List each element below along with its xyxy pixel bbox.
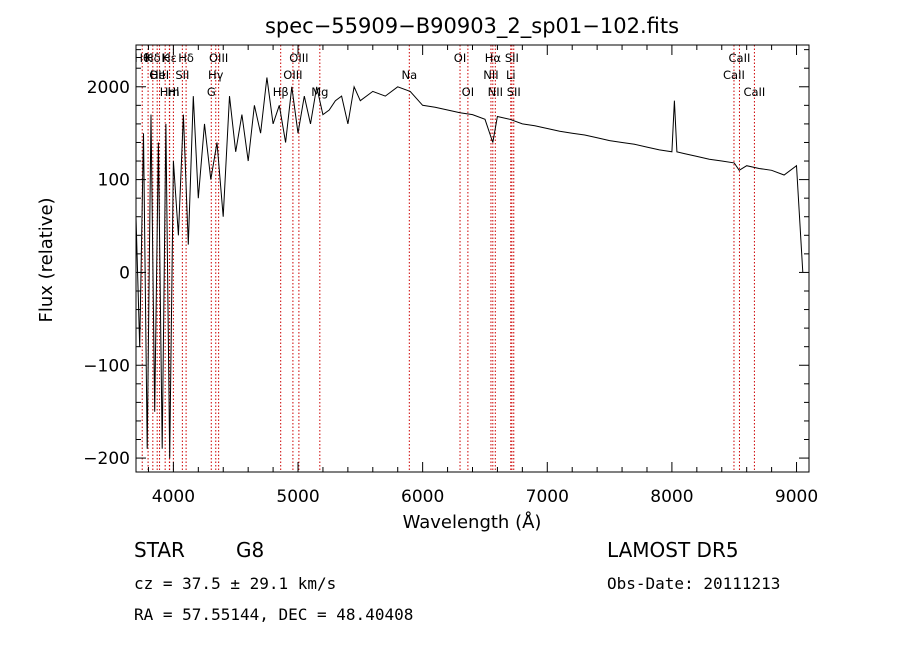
- spectral-line-label: OI: [454, 51, 466, 65]
- x-tick-label: 6000: [401, 487, 444, 507]
- spectral-line-label: Hl: [167, 85, 179, 99]
- spectral-line-label: K: [144, 51, 152, 65]
- spectral-line-label: OI: [462, 85, 474, 99]
- spectral-line-label: Na: [401, 68, 417, 82]
- spectral-line-label: CaII: [723, 68, 745, 82]
- spectral-line-label: CaII: [743, 85, 765, 99]
- spectral-line-label: SII: [175, 68, 189, 82]
- spectral-line-label: G: [207, 85, 216, 99]
- y-axis-label: Flux (relative): [36, 197, 57, 322]
- y-tick-label: −200: [83, 449, 130, 469]
- spectral-line-label: Hα: [485, 51, 502, 65]
- y-axis-ticks: −200 −100 0 100 2000: [83, 49, 809, 469]
- spectral-line-label: Hγ: [208, 68, 224, 82]
- survey-name: LAMOST DR5: [607, 538, 739, 562]
- spectral-line-label: SII: [505, 51, 519, 65]
- chart-title: spec−55909−B90903_2_sp01−102.fits: [265, 14, 679, 39]
- x-axis-ticks: 4000 5000 6000 7000 8000 9000: [147, 45, 818, 507]
- spectral-line-label: SII: [507, 85, 521, 99]
- spectral-line-label: Hm: [160, 85, 180, 99]
- spectral-line-label: OIII: [209, 51, 228, 65]
- spectral-line-label: OIII: [289, 51, 308, 65]
- spectral-line-label: Li: [506, 68, 516, 82]
- spectral-line-label: K: [161, 51, 169, 65]
- x-tick-label: 7000: [526, 487, 569, 507]
- spectral-line-label: Hβ: [273, 85, 289, 99]
- spectral-line-label: NII: [488, 85, 503, 99]
- obs-date: Obs-Date: 20111213: [607, 574, 780, 593]
- spectral-line-labels: HθKHδOIIHeIKHεHmHlSIIHδGHγOIIIHβOIIIOIII…: [134, 51, 765, 99]
- spectral-line-label: Hδ: [178, 51, 194, 65]
- spectral-line-label: HeI: [150, 68, 169, 82]
- y-tick-label: −100: [83, 356, 130, 376]
- spectral-line-label: CaII: [729, 51, 751, 65]
- x-tick-label: 8000: [650, 487, 693, 507]
- x-tick-label: 5000: [276, 487, 319, 507]
- spectral-line-label: Hδ: [145, 51, 161, 65]
- x-tick-label: 9000: [775, 487, 818, 507]
- spectral-line-label: NII: [483, 68, 498, 82]
- redshift-readout: cz = 37.5 ± 29.1 km/s: [134, 574, 336, 593]
- spectral-line-label: Hθ: [134, 51, 150, 65]
- spectrum-line: [135, 77, 804, 459]
- x-axis-label: Wavelength (Å): [403, 511, 542, 533]
- coordinates-readout: RA = 57.55144, DEC = 48.40408: [134, 605, 413, 624]
- y-tick-label: 100: [98, 171, 130, 191]
- y-tick-label: 0: [119, 263, 130, 283]
- spectral-line-label: Mg: [311, 85, 328, 99]
- spectral-line-label: OIII: [283, 68, 302, 82]
- x-tick-label: 4000: [152, 487, 195, 507]
- object-class: STAR: [134, 538, 185, 562]
- y-tick-label: 2000: [87, 78, 130, 98]
- spectral-line-label: Hε: [162, 51, 177, 65]
- object-subclass: G8: [236, 538, 264, 562]
- spectrum-series: [135, 77, 804, 459]
- spectral-line-label: OII: [149, 68, 165, 82]
